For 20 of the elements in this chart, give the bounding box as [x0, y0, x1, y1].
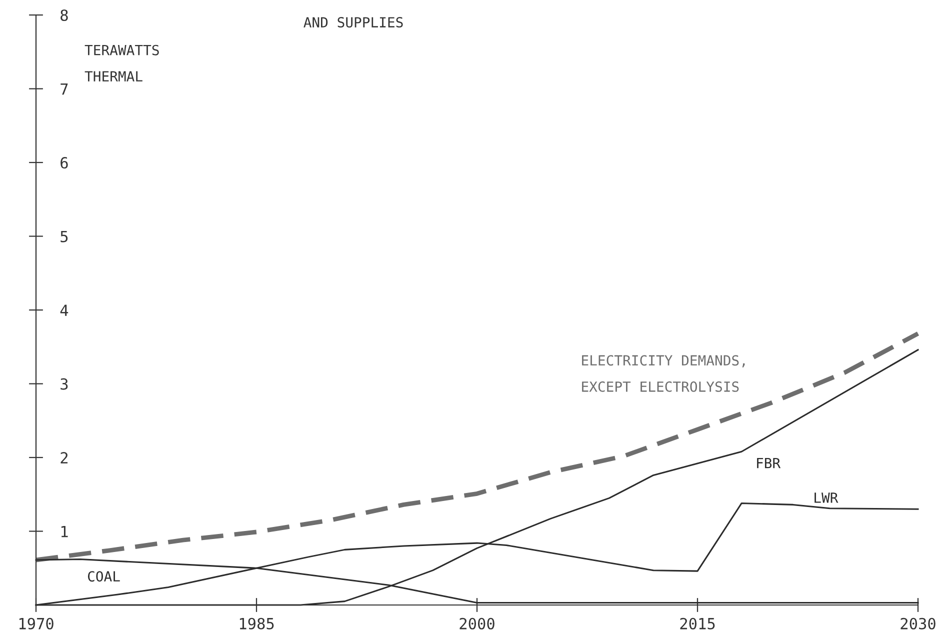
x-tick-label: 2015	[680, 618, 715, 630]
y-tick-label: 7	[60, 83, 68, 95]
x-tick-label: 1985	[240, 618, 274, 630]
series-label: ELECTRICITY DEMANDS, EXCEPT ELECTROLYSIS	[582, 355, 745, 392]
series-label: COAL	[88, 571, 120, 582]
series-label: LWR	[814, 492, 838, 503]
line-series	[34, 331, 920, 562]
y-tick-label: 5	[60, 230, 68, 242]
x-tick-label: 1970	[19, 618, 54, 630]
y-tick-label: 8	[60, 10, 68, 22]
y-tick-label: 1	[61, 526, 68, 538]
y-tick-label: 2	[60, 452, 68, 464]
y-tick-label: 6	[60, 157, 68, 169]
series-label: FBR	[757, 458, 781, 468]
x-tick-label: 2030	[900, 618, 936, 630]
chart-title: AND SUPPLIES	[304, 17, 403, 28]
x-tick-label: 2000	[460, 618, 494, 630]
y-tick-label: 3	[60, 378, 68, 390]
y-tick-label: 4	[60, 304, 68, 316]
y-axis-title: TERAWATTS THERMAL	[84, 44, 159, 82]
